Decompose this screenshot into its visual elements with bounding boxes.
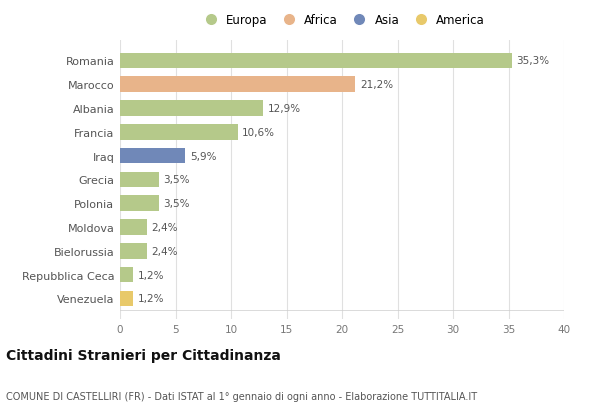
Bar — [120, 148, 185, 164]
Text: 1,2%: 1,2% — [138, 294, 164, 303]
Bar — [120, 125, 238, 140]
Legend: Europa, Africa, Asia, America: Europa, Africa, Asia, America — [197, 12, 487, 29]
Bar — [120, 196, 159, 211]
Text: 2,4%: 2,4% — [151, 222, 178, 232]
Text: 5,9%: 5,9% — [190, 151, 217, 161]
Text: 3,5%: 3,5% — [163, 175, 190, 185]
Text: COMUNE DI CASTELLIRI (FR) - Dati ISTAT al 1° gennaio di ogni anno - Elaborazione: COMUNE DI CASTELLIRI (FR) - Dati ISTAT a… — [6, 391, 477, 401]
Text: 1,2%: 1,2% — [138, 270, 164, 280]
Bar — [120, 243, 146, 259]
Text: 12,9%: 12,9% — [268, 104, 301, 114]
Text: 3,5%: 3,5% — [163, 199, 190, 209]
Bar — [120, 267, 133, 283]
Text: 35,3%: 35,3% — [516, 56, 550, 66]
Bar — [120, 54, 512, 69]
Bar — [120, 77, 355, 93]
Text: Cittadini Stranieri per Cittadinanza: Cittadini Stranieri per Cittadinanza — [6, 348, 281, 362]
Bar — [120, 291, 133, 306]
Text: 2,4%: 2,4% — [151, 246, 178, 256]
Bar — [120, 220, 146, 235]
Bar — [120, 101, 263, 117]
Text: 10,6%: 10,6% — [242, 128, 275, 137]
Text: 21,2%: 21,2% — [360, 80, 393, 90]
Bar — [120, 172, 159, 188]
